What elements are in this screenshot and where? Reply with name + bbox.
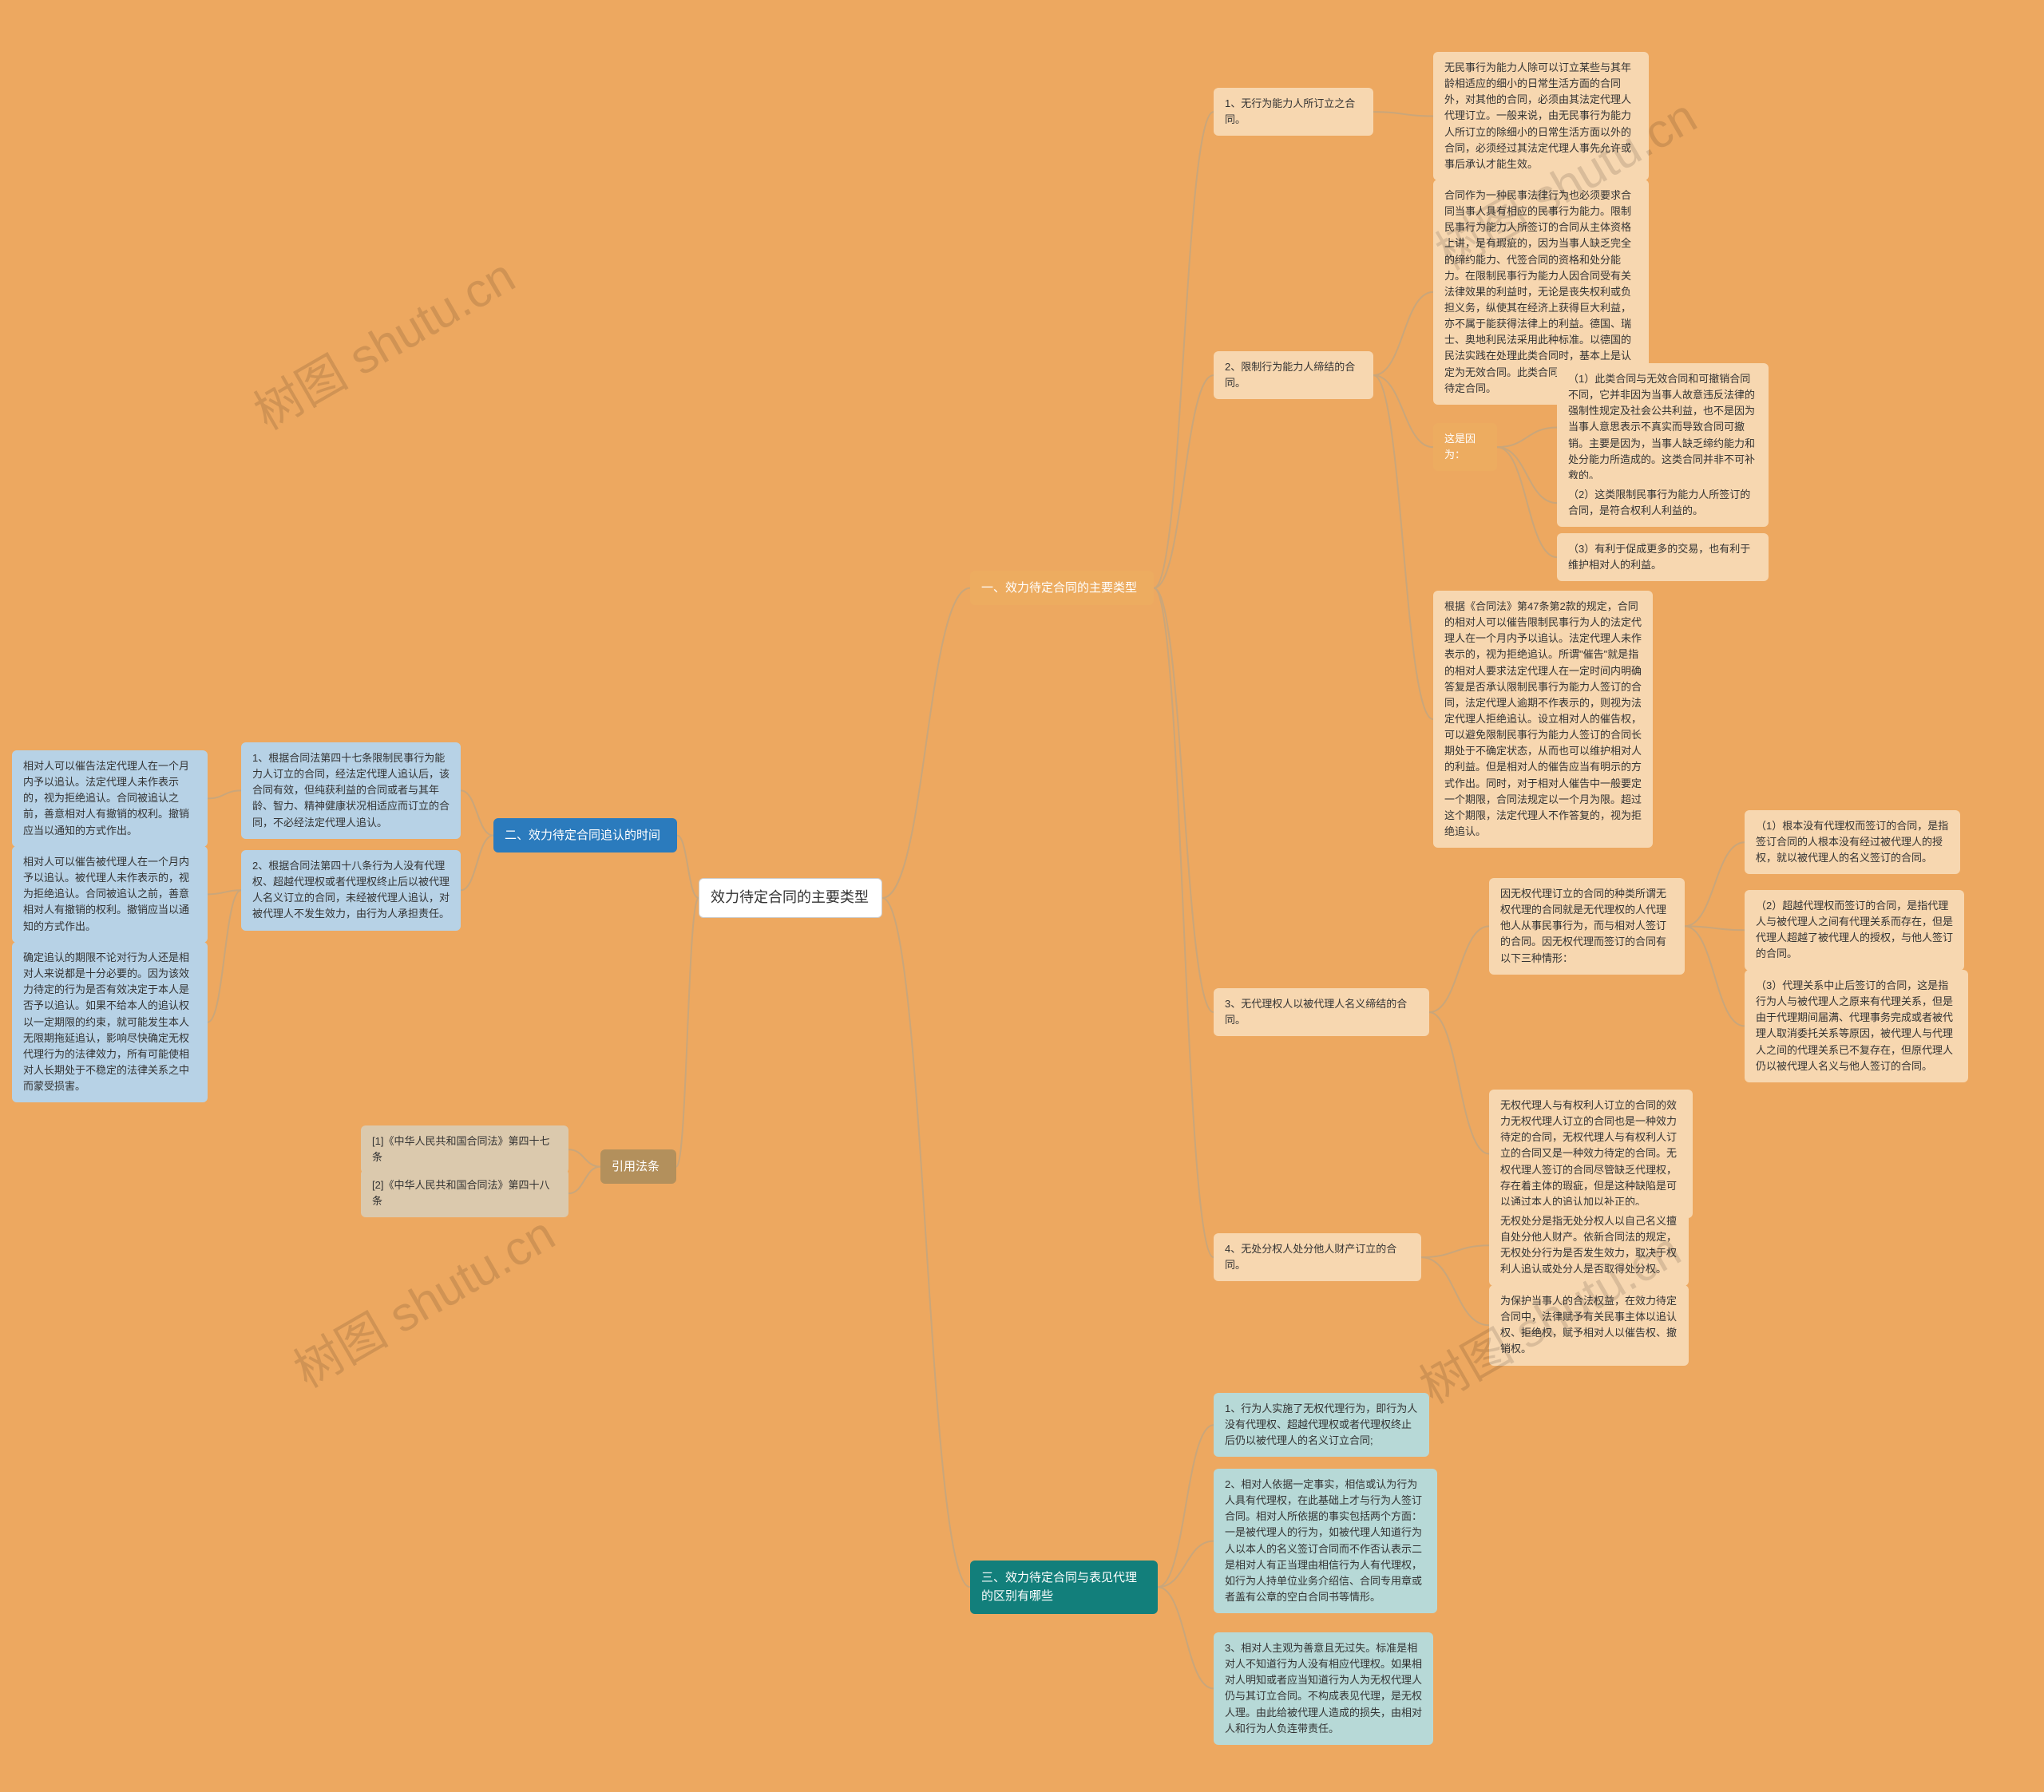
watermark: 树图 shutu.cn (240, 238, 525, 443)
node-s1d: 4、无处分权人处分他人财产订立的合同。 (1214, 1233, 1421, 1281)
node-s1c1c: （3）代理关系中止后签订的合同，这是指行为人与被代理人之原来有代理关系，但是由于… (1745, 970, 1968, 1082)
node-s1d2: 为保护当事人的合法权益，在效力待定合同中，法律赋予有关民事主体以追认权、拒绝权，… (1489, 1285, 1689, 1366)
node-s1a: 1、无行为能力人所订立之合同。 (1214, 88, 1373, 136)
node-s4c: 3、相对人主观为善意且无过失。标准是相对人不知道行为人没有相应代理权。如果相对人… (1214, 1632, 1433, 1745)
node-s3a: [1]《中华人民共和国合同法》第四十七条 (361, 1125, 568, 1173)
node-s1b2b: （2）这类限制民事行为能力人所签订的合同，是符合权利人利益的。 (1557, 479, 1769, 527)
node-s1c1a: （1）根本没有代理权而签订的合同，是指签订合同的人根本没有经过被代理人的授权，就… (1745, 810, 1960, 874)
node-s4b: 2、相对人依据一定事实，相信或认为行为人具有代理权，在此基础上才与行为人签订合同… (1214, 1469, 1437, 1613)
node-s1b2: 这是因为： (1433, 423, 1497, 471)
watermark: 树图 shutu.cn (279, 1196, 565, 1401)
node-s3: 引用法条 (600, 1149, 676, 1184)
node-s2b: 2、根据合同法第四十八条行为人没有代理权、超越代理权或者代理权终止后以被代理人名… (241, 850, 461, 931)
node-s1d1: 无权处分是指无处分权人以自己名义擅自处分他人财产。依新合同法的规定，无权处分行为… (1489, 1205, 1689, 1286)
node-s1b3: 根据《合同法》第47条第2款的规定，合同的相对人可以催告限制民事行为人的法定代理… (1433, 591, 1653, 848)
mindmap-canvas: 效力待定合同的主要类型一、效力待定合同的主要类型1、无行为能力人所订立之合同。无… (0, 0, 2044, 1792)
node-s1: 一、效力待定合同的主要类型 (970, 571, 1154, 605)
node-s1c: 3、无代理权人以被代理人名义缔结的合同。 (1214, 988, 1429, 1036)
node-s4a: 1、行为人实施了无权代理行为，即行为人没有代理权、超越代理权或者代理权终止后仍以… (1214, 1393, 1429, 1457)
node-root: 效力待定合同的主要类型 (699, 878, 882, 918)
node-s1b2c: （3）有利于促成更多的交易，也有利于维护相对人的利益。 (1557, 533, 1769, 581)
node-s3b: [2]《中华人民共和国合同法》第四十八条 (361, 1169, 568, 1217)
node-s1c1: 因无权代理订立的合同的种类所谓无权代理的合同就是无代理权的人代理他人从事民事行为… (1489, 878, 1685, 975)
node-s1c1b: （2）超越代理权而签订的合同，是指代理人与被代理人之间有代理关系而存在，但是代理… (1745, 890, 1964, 971)
node-s2b2: 确定追认的期限不论对行为人还是相对人来说都是十分必要的。因为该效力待定的行为是否… (12, 942, 208, 1102)
node-s2a: 1、根据合同法第四十七条限制民事行为能力人订立的合同，经法定代理人追认后，该合同… (241, 742, 461, 839)
node-s2a1: 相对人可以催告法定代理人在一个月内予以追认。法定代理人未作表示的，视为拒绝追认。… (12, 750, 208, 847)
node-s1c2: 无权代理人与有权利人订立的合同的效力无权代理人订立的合同也是一种效力待定的合同，… (1489, 1090, 1693, 1218)
node-s2: 二、效力待定合同追认的时间 (493, 818, 677, 852)
node-s1b: 2、限制行为能力人缔结的合同。 (1214, 351, 1373, 399)
node-s4: 三、效力待定合同与表见代理的区别有哪些 (970, 1561, 1158, 1614)
node-s2b1: 相对人可以催告被代理人在一个月内予以追认。被代理人未作表示的，视为拒绝追认。合同… (12, 846, 208, 943)
node-s1a1: 无民事行为能力人除可以订立某些与其年龄相适应的细小的日常生活方面的合同外，对其他… (1433, 52, 1649, 180)
node-s1b2a: （1）此类合同与无效合同和可撤销合同不同，它并非因为当事人故意违反法律的强制性规… (1557, 363, 1769, 492)
